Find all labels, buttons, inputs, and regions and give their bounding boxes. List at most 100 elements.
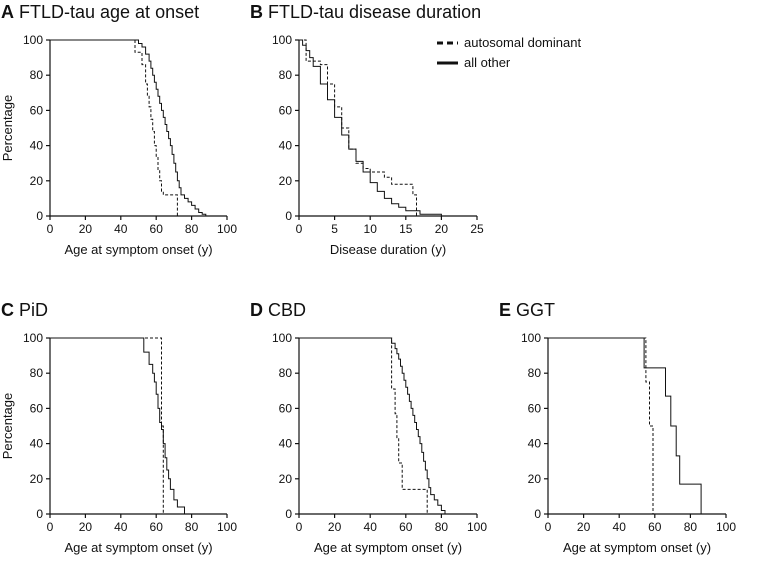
panel-letter: B bbox=[250, 2, 263, 22]
y-tick-label: 60 bbox=[279, 401, 293, 415]
panel-title: D CBD bbox=[250, 300, 306, 320]
x-tick-label: 20 bbox=[577, 520, 591, 534]
y-tick-label: 100 bbox=[272, 33, 292, 47]
y-tick-label: 60 bbox=[30, 401, 44, 415]
y-tick-label: 20 bbox=[30, 174, 44, 188]
panel-e: E GGT 0 20 40 60 80 100 0 20 40 60 80 100 Age at sympt… bbox=[499, 300, 736, 555]
y-tick-label: 60 bbox=[30, 103, 44, 117]
x-tick-label: 25 bbox=[470, 222, 484, 236]
panel-letter: E bbox=[499, 300, 511, 320]
y-tick-label: 60 bbox=[528, 401, 542, 415]
panel-title: C PiD bbox=[1, 300, 48, 320]
y-axis-label: Percentage bbox=[0, 95, 15, 162]
x-tick-label: 60 bbox=[150, 222, 164, 236]
x-tick-label: 20 bbox=[79, 222, 93, 236]
y-tick-label: 100 bbox=[272, 331, 292, 345]
x-tick-label: 5 bbox=[331, 222, 338, 236]
y-tick-label: 0 bbox=[534, 507, 541, 521]
x-tick-label: 80 bbox=[435, 520, 449, 534]
panel-a: A FTLD-tau age at onset 0 20 40 60 80 100 0 20 40 6… bbox=[0, 2, 237, 257]
x-tick-label: 100 bbox=[217, 222, 237, 236]
y-tick-label: 80 bbox=[279, 366, 293, 380]
y-tick-label: 40 bbox=[30, 437, 44, 451]
y-tick-label: 100 bbox=[521, 331, 541, 345]
y-axis-label: Percentage bbox=[0, 393, 15, 460]
x-tick-label: 20 bbox=[328, 520, 342, 534]
y-tick-label: 0 bbox=[36, 209, 43, 223]
x-tick-label: 20 bbox=[79, 520, 93, 534]
y-tick-label: 20 bbox=[279, 472, 293, 486]
x-tick-label: 0 bbox=[296, 222, 303, 236]
series-autosomal-dominant bbox=[50, 39, 178, 216]
x-tick-label: 100 bbox=[467, 520, 487, 534]
y-tick-label: 80 bbox=[30, 68, 44, 82]
panel-title: B FTLD-tau disease duration bbox=[250, 2, 481, 22]
x-tick-label: 0 bbox=[47, 222, 54, 236]
y-tick-label: 80 bbox=[279, 68, 293, 82]
y-tick-label: 80 bbox=[30, 366, 44, 380]
legend: autosomal dominant all other bbox=[437, 35, 581, 70]
series-all-other bbox=[50, 337, 185, 514]
x-tick-label: 100 bbox=[716, 520, 736, 534]
panel-b: B FTLD-tau disease duration 0 5 10 15 20 25 0 20 4… bbox=[250, 2, 484, 257]
y-tick-label: 20 bbox=[30, 472, 44, 486]
y-tick-label: 100 bbox=[23, 331, 43, 345]
x-tick-label: 80 bbox=[185, 222, 199, 236]
x-tick-label: 0 bbox=[47, 520, 54, 534]
y-tick-label: 0 bbox=[285, 507, 292, 521]
y-tick-label: 20 bbox=[528, 472, 542, 486]
y-tick-label: 80 bbox=[528, 366, 542, 380]
panel-title-text: PiD bbox=[19, 300, 48, 320]
y-tick-label: 20 bbox=[279, 174, 293, 188]
panel-letter: C bbox=[1, 300, 14, 320]
x-tick-label: 40 bbox=[114, 222, 128, 236]
y-tick-label: 0 bbox=[36, 507, 43, 521]
series-autosomal-dominant bbox=[299, 337, 428, 514]
panel-title-text: FTLD-tau disease duration bbox=[268, 2, 481, 22]
series-all-other bbox=[299, 337, 446, 514]
x-tick-label: 15 bbox=[399, 222, 413, 236]
panel-title-text: CBD bbox=[268, 300, 306, 320]
x-tick-label: 80 bbox=[684, 520, 698, 534]
x-tick-label: 60 bbox=[150, 520, 164, 534]
y-tick-label: 100 bbox=[23, 33, 43, 47]
x-tick-label: 60 bbox=[648, 520, 662, 534]
x-tick-label: 40 bbox=[114, 520, 128, 534]
x-tick-label: 10 bbox=[364, 222, 378, 236]
panel-letter: A bbox=[1, 2, 14, 22]
series-autosomal-dominant bbox=[548, 337, 654, 514]
x-axis-label: Disease duration (y) bbox=[330, 242, 446, 257]
legend-dashed-label: autosomal dominant bbox=[464, 35, 581, 50]
panel-title-text: GGT bbox=[516, 300, 555, 320]
x-tick-label: 0 bbox=[545, 520, 552, 534]
x-tick-label: 80 bbox=[185, 520, 199, 534]
x-tick-label: 100 bbox=[217, 520, 237, 534]
series-autosomal-dominant bbox=[50, 337, 164, 514]
panel-d: D CBD 0 20 40 60 80 100 0 20 40 60 80 100 Age at sympt… bbox=[250, 300, 487, 555]
x-tick-label: 40 bbox=[613, 520, 627, 534]
x-axis-label: Age at symptom onset (y) bbox=[64, 242, 212, 257]
x-axis-label: Age at symptom onset (y) bbox=[64, 540, 212, 555]
series-all-other bbox=[50, 39, 207, 216]
y-tick-label: 40 bbox=[279, 139, 293, 153]
panel-letter: D bbox=[250, 300, 263, 320]
panel-title: A FTLD-tau age at onset bbox=[1, 2, 199, 22]
panel-title-text: FTLD-tau age at onset bbox=[19, 2, 199, 22]
y-tick-label: 40 bbox=[30, 139, 44, 153]
x-tick-label: 20 bbox=[435, 222, 449, 236]
x-axis-label: Age at symptom onset (y) bbox=[563, 540, 711, 555]
y-tick-label: 60 bbox=[279, 103, 293, 117]
y-tick-label: 40 bbox=[528, 437, 542, 451]
x-tick-label: 0 bbox=[296, 520, 303, 534]
y-tick-label: 0 bbox=[285, 209, 292, 223]
series-all-other bbox=[299, 39, 442, 216]
x-tick-label: 40 bbox=[364, 520, 378, 534]
x-axis-label: Age at symptom onset (y) bbox=[314, 540, 462, 555]
legend-solid-label: all other bbox=[464, 55, 511, 70]
y-tick-label: 40 bbox=[279, 437, 293, 451]
x-tick-label: 60 bbox=[399, 520, 413, 534]
panel-c: C PiD 0 20 40 60 80 100 0 20 40 60 80 100 Age at sympt… bbox=[0, 300, 237, 555]
series-all-other bbox=[548, 337, 702, 514]
panel-title: E GGT bbox=[499, 300, 555, 320]
